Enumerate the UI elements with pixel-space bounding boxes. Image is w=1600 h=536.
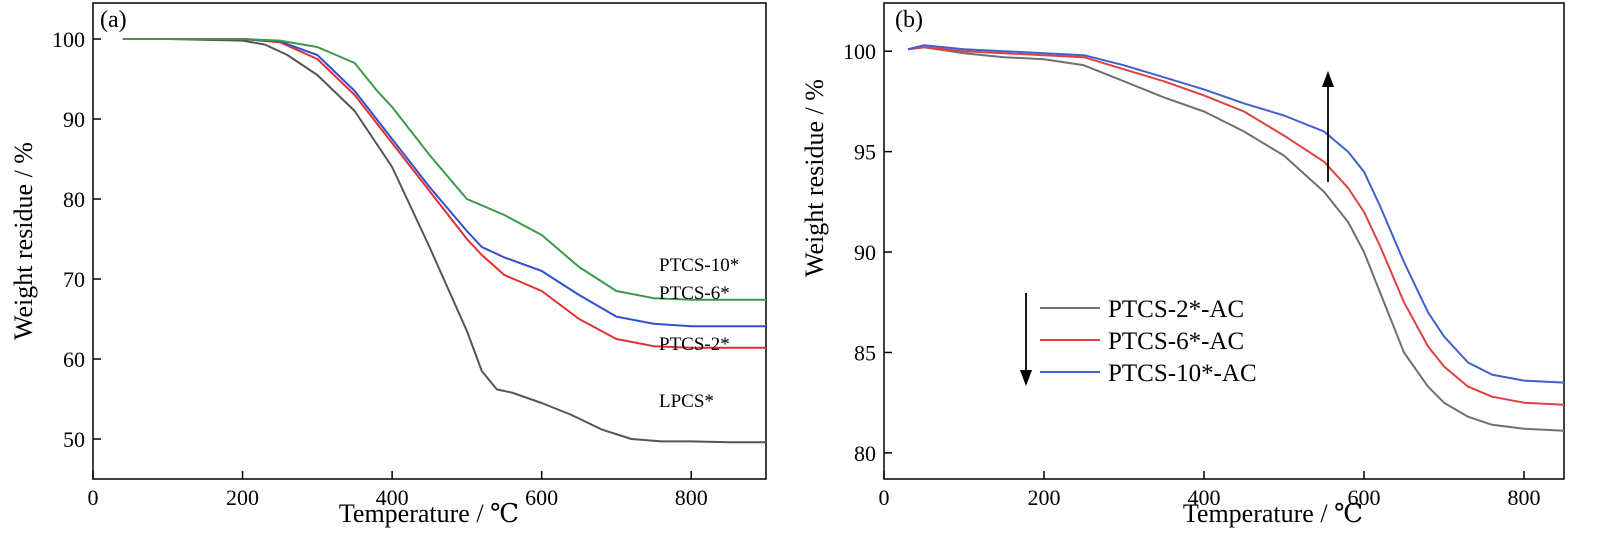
x-tick-label: 400 xyxy=(376,485,409,510)
x-axis-label: Temperature / ℃ xyxy=(339,499,519,528)
y-tick-label: 100 xyxy=(843,39,876,64)
x-tick-label: 0 xyxy=(88,485,99,510)
up-arrow xyxy=(1322,71,1334,182)
y-tick-label: 95 xyxy=(854,140,876,165)
chart-panel-a: 0 200 400 600 800 50 60 70 80 90 100 Temperature / … xyxy=(9,2,767,528)
series-line-ptcs-10-ac xyxy=(907,44,1565,384)
series-line-ptcs-2-ac xyxy=(907,46,1565,432)
plot-frame xyxy=(92,2,767,480)
x-tick-label: 800 xyxy=(1508,485,1541,510)
x-tick-label: 200 xyxy=(1028,485,1061,510)
x-tick-label: 600 xyxy=(1348,485,1381,510)
plot-frame xyxy=(883,2,1565,480)
panel-label: (b) xyxy=(895,7,923,33)
y-axis-label: Weight residue / % xyxy=(9,142,38,340)
legend-entry: PTCS-2*-AC xyxy=(1108,296,1244,323)
y-tick-label: 90 xyxy=(854,240,876,265)
series-label: PTCS-2* xyxy=(659,334,730,355)
y-tick-label: 85 xyxy=(854,340,876,365)
series-label: PTCS-10* xyxy=(659,255,739,276)
down-arrow xyxy=(1020,293,1032,386)
down-arrow-head xyxy=(1020,370,1032,386)
x-tick-label: 800 xyxy=(675,485,708,510)
chart-panel-b: 0 200 400 600 800 80 85 90 95 100 Temperature / ℃ W… xyxy=(800,2,1565,528)
y-tick-label: 80 xyxy=(63,187,85,212)
y-tick-label: 90 xyxy=(63,107,85,132)
legend-entry: PTCS-6*-AC xyxy=(1108,328,1244,355)
y-axis-label: Weight residue / % xyxy=(800,79,829,277)
y-tick-label: 70 xyxy=(63,267,85,292)
legend: PTCS-2*-AC PTCS-6*-AC PTCS-10*-AC xyxy=(1040,296,1257,387)
x-tick-label: 0 xyxy=(879,485,890,510)
legend-entry: PTCS-10*-AC xyxy=(1108,360,1257,387)
y-tick-label: 100 xyxy=(52,27,85,52)
series-label: PTCS-6* xyxy=(659,283,730,304)
up-arrow-head xyxy=(1322,71,1334,87)
x-axis-label: Temperature / ℃ xyxy=(1183,499,1363,528)
series-label: LPCS* xyxy=(659,391,714,412)
series-line-ptcs-6-ac xyxy=(907,46,1565,406)
y-tick-label: 80 xyxy=(854,441,876,466)
x-tick-label: 600 xyxy=(525,485,558,510)
y-tick-label: 50 xyxy=(63,427,85,452)
x-tick-label: 200 xyxy=(226,485,259,510)
series-line-lpcs xyxy=(122,38,766,444)
series-line-ptcs-10 xyxy=(122,38,766,301)
y-tick-label: 60 xyxy=(63,347,85,372)
panel-label: (a) xyxy=(100,7,127,33)
x-tick-label: 400 xyxy=(1188,485,1221,510)
